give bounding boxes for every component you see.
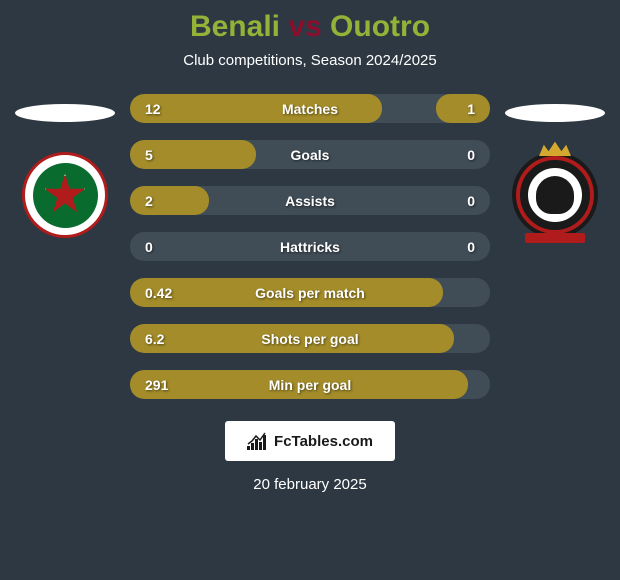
left-highlight-ellipse (15, 104, 115, 122)
stat-bar: 5 Goals 0 (130, 140, 490, 169)
stat-value-left: 6.2 (145, 331, 164, 347)
stat-value-left: 0 (145, 239, 153, 255)
stats-column: 12 Matches 1 5 Goals 0 2 Assists 0 0 Hattricks 0 0.4… (120, 94, 500, 399)
club-badge-left (22, 152, 108, 238)
main-container: Benali vs Ouotro Club competitions, Seas… (0, 0, 620, 580)
club-badge-right (512, 152, 598, 238)
stat-label: Goals (291, 147, 330, 163)
stat-value-left: 2 (145, 193, 153, 209)
stat-value-left: 0.42 (145, 285, 172, 301)
stat-value-right: 0 (467, 193, 475, 209)
page-title: Benali vs Ouotro (10, 10, 610, 44)
badge-ribbon (525, 233, 585, 243)
stat-value-left: 291 (145, 377, 168, 393)
stat-value-right: 1 (467, 101, 475, 117)
lion-icon (536, 176, 574, 214)
stat-label: Matches (282, 101, 338, 117)
brand-box[interactable]: FcTables.com (225, 421, 395, 461)
stat-fill-left (130, 94, 382, 123)
stat-label: Goals per match (255, 285, 365, 301)
brand-text: FcTables.com (274, 433, 373, 450)
stat-bar: 6.2 Shots per goal (130, 324, 490, 353)
stat-value-right: 0 (467, 147, 475, 163)
crown-icon (539, 140, 571, 156)
stat-fill-right (436, 94, 490, 123)
player2-name: Ouotro (330, 10, 430, 43)
stat-bar: 2 Assists 0 (130, 186, 490, 215)
player1-name: Benali (190, 10, 280, 43)
badge-inner-circle (528, 168, 582, 222)
chart-icon (247, 432, 269, 450)
stat-fill-left (130, 186, 209, 215)
stat-value-right: 0 (467, 239, 475, 255)
star-icon (44, 174, 86, 216)
right-highlight-ellipse (505, 104, 605, 122)
stat-bar: 12 Matches 1 (130, 94, 490, 123)
content-row: 12 Matches 1 5 Goals 0 2 Assists 0 0 Hattricks 0 0.4… (10, 94, 610, 399)
stat-bar: 0 Hattricks 0 (130, 232, 490, 261)
stat-label: Hattricks (280, 239, 340, 255)
stat-label: Shots per goal (261, 331, 358, 347)
stat-label: Assists (285, 193, 335, 209)
date-text: 20 february 2025 (10, 476, 610, 493)
stat-value-left: 5 (145, 147, 153, 163)
right-badge-column (500, 94, 610, 238)
vs-text: vs (288, 10, 321, 43)
stat-label: Min per goal (269, 377, 351, 393)
badge-left-circle (33, 163, 98, 228)
stat-bar: 291 Min per goal (130, 370, 490, 399)
stat-value-left: 12 (145, 101, 161, 117)
left-badge-column (10, 94, 120, 238)
stat-bar: 0.42 Goals per match (130, 278, 490, 307)
subtitle: Club competitions, Season 2024/2025 (10, 52, 610, 69)
